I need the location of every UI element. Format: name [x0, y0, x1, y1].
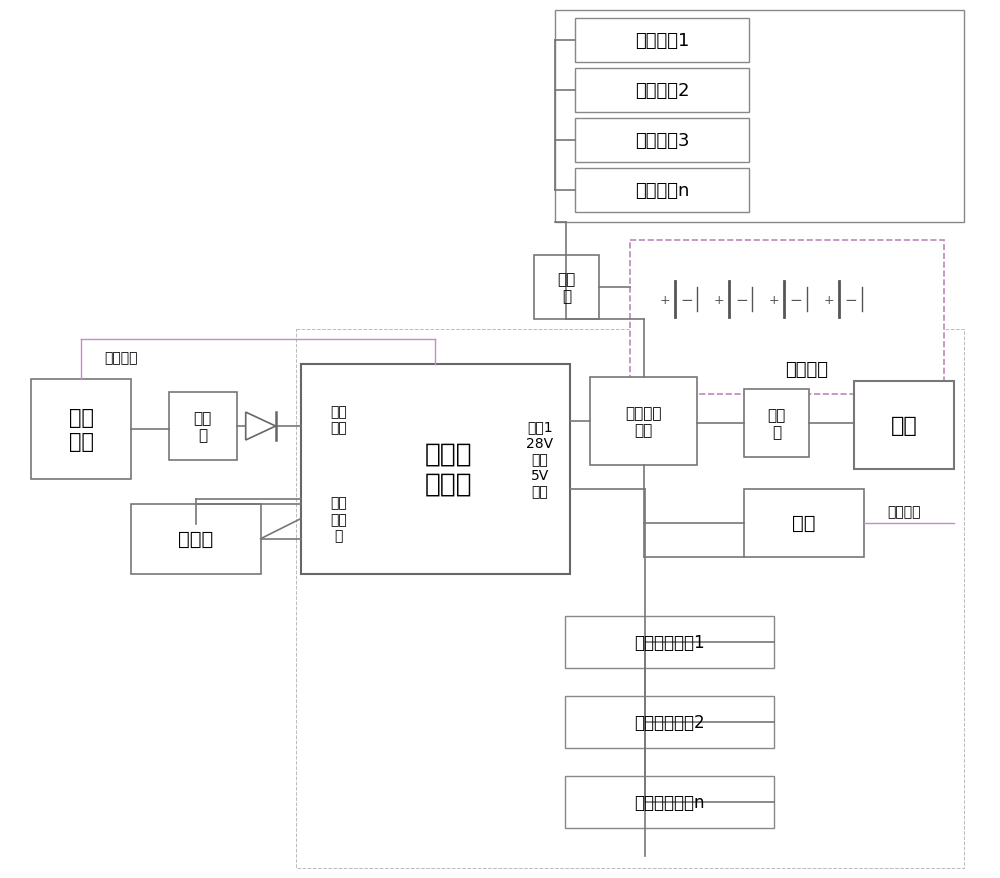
Text: +: +: [714, 293, 725, 306]
Bar: [555, 11, 964, 222]
Text: 继电
器: 继电 器: [194, 410, 212, 443]
Bar: [131, 504, 261, 574]
Text: 设备
电池: 设备 电池: [69, 408, 94, 451]
Text: 电池
输入: 电池 输入: [330, 405, 347, 435]
Bar: [590, 378, 697, 465]
Text: 信号控制: 信号控制: [887, 504, 921, 518]
Bar: [744, 489, 864, 557]
Text: −: −: [680, 292, 693, 307]
Text: +: +: [769, 293, 780, 306]
Text: −: −: [790, 292, 803, 307]
Text: 低压用电设备1: 低压用电设备1: [634, 634, 705, 651]
Bar: [565, 776, 774, 828]
Text: 信号控制: 信号控制: [104, 351, 138, 365]
Text: 输出1
28V
输出
5V
输出: 输出1 28V 输出 5V 输出: [526, 420, 553, 499]
Text: −: −: [845, 292, 857, 307]
Text: 发电
机输
入: 发电 机输 入: [330, 496, 347, 543]
Text: +: +: [659, 293, 670, 306]
Text: 电源转
换装置: 电源转 换装置: [425, 442, 472, 497]
Bar: [301, 365, 570, 574]
Bar: [565, 616, 774, 668]
Text: 载荷: 载荷: [891, 415, 917, 435]
Bar: [31, 380, 131, 479]
Text: 用电设备2: 用电设备2: [635, 82, 689, 100]
Text: 低压用电设备n: 低压用电设备n: [634, 793, 705, 811]
Text: 动力电源: 动力电源: [785, 361, 828, 378]
Bar: [565, 696, 774, 748]
Text: 测控: 测控: [792, 514, 816, 533]
Bar: [575, 69, 749, 113]
Text: −: −: [735, 292, 748, 307]
Bar: [575, 19, 749, 63]
Polygon shape: [246, 413, 276, 441]
Bar: [854, 382, 954, 470]
Text: 低压用电设备2: 低压用电设备2: [634, 713, 705, 731]
Bar: [630, 241, 944, 395]
Bar: [296, 330, 964, 867]
Bar: [575, 169, 749, 212]
Text: 发电机: 发电机: [178, 529, 213, 549]
Bar: [534, 255, 599, 320]
Bar: [744, 390, 809, 457]
Text: 用电设备3: 用电设备3: [635, 132, 689, 150]
Text: +: +: [824, 293, 834, 306]
Text: 继电
器: 继电 器: [557, 271, 575, 304]
Text: 继电
器: 继电 器: [768, 407, 786, 440]
Text: 用电设备n: 用电设备n: [635, 182, 689, 199]
Text: 用电设备1: 用电设备1: [635, 32, 689, 50]
Bar: [575, 119, 749, 162]
Bar: [169, 392, 237, 460]
Text: 继电器控
制器: 继电器控 制器: [625, 406, 662, 438]
